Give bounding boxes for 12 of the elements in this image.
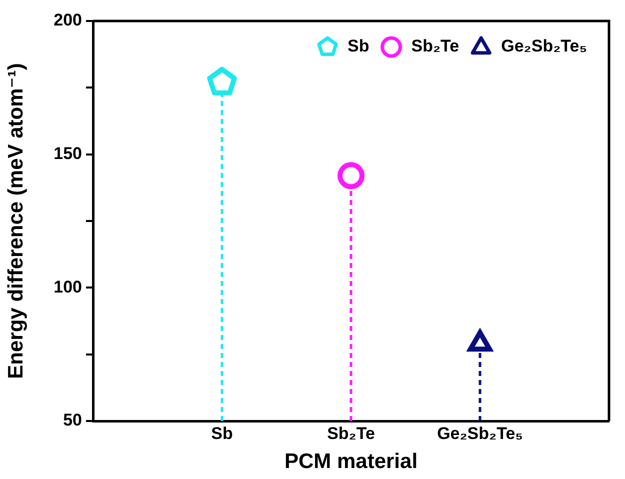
x-axis-title: PCM material: [284, 450, 418, 474]
x-tick-label: Ge₂Sb₂Te₅: [437, 424, 523, 443]
x-tick-label: Sb₂Te: [327, 424, 375, 443]
legend-label: Sb: [348, 36, 370, 56]
legend-label: Ge₂Sb₂Te₅: [501, 36, 588, 56]
y-tick-label: 50: [63, 410, 82, 430]
y-tick-label: 200: [54, 10, 82, 30]
y-axis-title: Energy difference (meV atom⁻¹): [4, 63, 28, 379]
legend-label: Sb₂Te: [411, 36, 460, 56]
y-tick-label: 150: [54, 144, 82, 164]
x-tick-label: Sb: [211, 424, 233, 443]
y-tick-label: 100: [54, 277, 82, 296]
